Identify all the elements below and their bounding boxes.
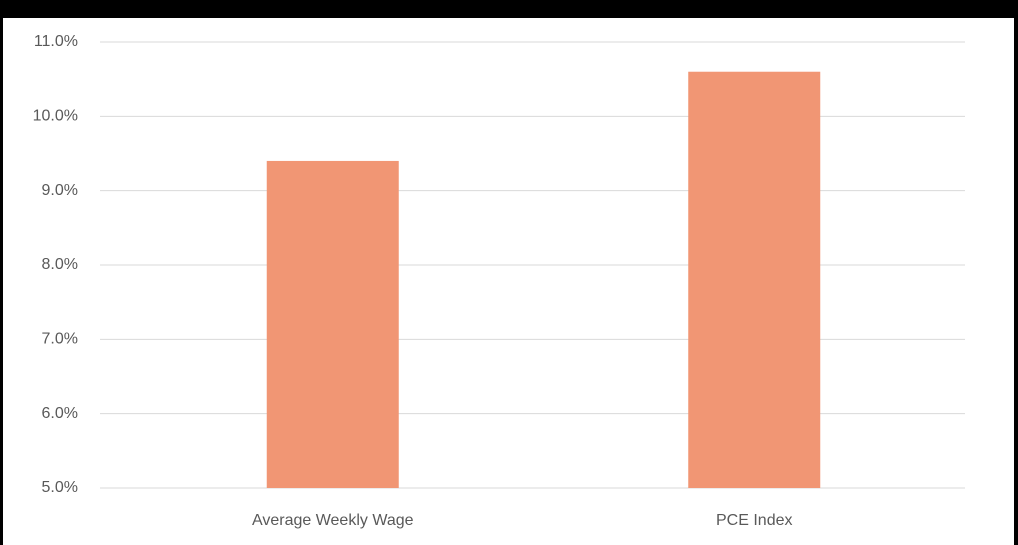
y-tick-label: 9.0% bbox=[42, 182, 78, 199]
y-tick-label: 10.0% bbox=[33, 108, 78, 125]
bar bbox=[266, 160, 399, 488]
right-border bbox=[1014, 0, 1018, 545]
top-border bbox=[0, 0, 1018, 18]
bar bbox=[688, 71, 821, 488]
y-tick-label: 5.0% bbox=[42, 479, 78, 496]
x-tick-label: Average Weekly Wage bbox=[252, 512, 414, 529]
x-tick-label: PCE Index bbox=[716, 512, 792, 529]
y-tick-label: 7.0% bbox=[42, 331, 78, 348]
y-tick-label: 11.0% bbox=[34, 33, 78, 50]
y-tick-label: 8.0% bbox=[42, 256, 78, 273]
y-tick-label: 6.0% bbox=[42, 405, 78, 422]
left-border bbox=[0, 0, 3, 545]
